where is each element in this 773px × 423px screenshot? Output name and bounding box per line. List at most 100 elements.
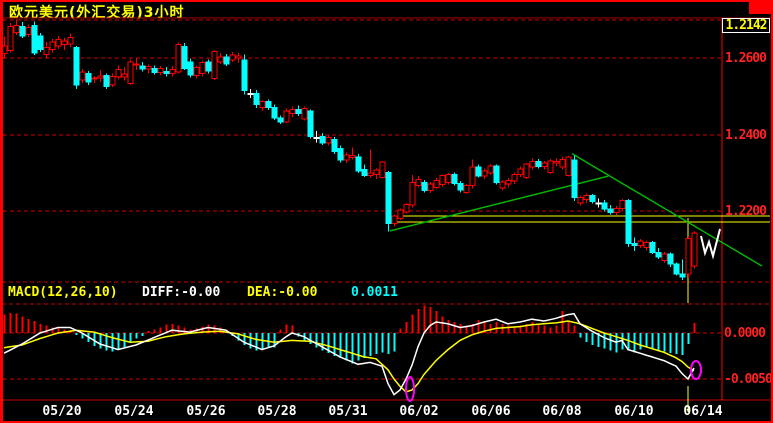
macd-axis-label: 0.0000 (724, 326, 766, 341)
candle-body (31, 25, 38, 54)
candle-body (691, 232, 698, 267)
candle-body (43, 47, 50, 56)
candle-body (553, 160, 560, 164)
candle-body (85, 73, 92, 83)
candle-body (535, 160, 542, 168)
candle-body (487, 165, 494, 174)
candle-body (643, 242, 650, 248)
macd-header: MACD(12,26,10) DIFF:-0.00 DEA:-0.00 0.00… (0, 285, 773, 302)
date-label: 06/08 (542, 404, 582, 419)
date-label: 06/14 (683, 404, 723, 419)
candle-body (289, 108, 296, 115)
candle-body (403, 204, 410, 213)
candle-body (277, 117, 284, 123)
macd-histogram-layer (3, 305, 696, 364)
date-label: 05/26 (186, 404, 226, 419)
candle-body (361, 168, 368, 176)
candle-body (151, 68, 158, 73)
candle-body (631, 243, 638, 246)
candle-body (421, 181, 428, 192)
candle-body (385, 171, 392, 224)
candle-body (409, 181, 416, 206)
candle-body (229, 54, 236, 61)
price-axis-label: 1.2400 (725, 128, 767, 143)
candle-body (481, 170, 488, 177)
candle-body (133, 63, 140, 66)
candle-body (493, 165, 500, 183)
candle-body (19, 26, 26, 37)
macd-bar-value-label: 0.0011 (351, 285, 398, 300)
candle-body (607, 208, 614, 214)
candle-body (619, 200, 626, 209)
candle-body (475, 166, 482, 177)
w-pattern-annotation[interactable] (700, 228, 721, 260)
titlebar-corner-block[interactable] (749, 2, 771, 14)
title-bar: 欧元美元(外汇交易)3小时 (0, 2, 773, 21)
candle-body (565, 156, 572, 177)
candle-body (379, 161, 386, 178)
candle-body (1, 45, 8, 54)
candle-body (91, 77, 98, 80)
candle-body (433, 179, 440, 188)
ellipse-marker[interactable] (690, 360, 702, 380)
date-label: 05/24 (114, 404, 154, 419)
price-axis-label: 1.2600 (725, 51, 767, 66)
candle-body (55, 38, 62, 47)
candle-body (355, 156, 362, 172)
candle-body (463, 184, 470, 194)
candle-body (199, 62, 206, 74)
candle-body (457, 183, 464, 191)
candle-body (169, 69, 176, 74)
candle-body (61, 40, 68, 46)
candle-body (217, 56, 224, 63)
candle-body (595, 202, 602, 205)
candle-body (79, 71, 86, 81)
candle-body (235, 55, 242, 59)
macd-dea-label: DEA:-0.00 (247, 285, 318, 300)
candle-body (175, 44, 182, 73)
candle-body (253, 93, 260, 106)
candle-body (187, 61, 194, 76)
date-label: 06/02 (399, 404, 439, 419)
candle-body (13, 25, 20, 33)
candle-body (241, 59, 248, 92)
ellipse-marker[interactable] (405, 376, 415, 402)
candle-body (247, 93, 254, 96)
candle-body (193, 67, 200, 76)
candle-body (547, 160, 554, 173)
candle-body (367, 172, 374, 177)
candle-body (571, 159, 578, 199)
date-label: 05/31 (328, 404, 368, 419)
candle-body (301, 108, 308, 120)
macd-params-label: MACD(12,26,10) (8, 285, 118, 300)
chart-title: 欧元美元(外汇交易)3小时 (9, 5, 185, 21)
candle-body (145, 65, 152, 70)
candle-body (499, 181, 506, 189)
candle-body (655, 251, 662, 258)
candle-body (667, 253, 674, 265)
date-label: 06/10 (614, 404, 654, 419)
candle-body (391, 215, 398, 224)
candle-body (265, 101, 272, 109)
candle-body (517, 168, 524, 175)
descending-trendline[interactable] (571, 153, 763, 267)
candle-body (637, 240, 644, 246)
candle-body (307, 110, 314, 137)
candle-body (583, 195, 590, 200)
candle-body (103, 75, 110, 87)
candle-body (349, 155, 356, 158)
date-label: 05/28 (257, 404, 297, 419)
candles-layer (1, 19, 698, 280)
candle-body (181, 46, 188, 70)
candle-body (157, 68, 164, 73)
candle-body (319, 135, 326, 144)
candle-body (97, 75, 104, 79)
candle-body (511, 173, 518, 182)
current-price-box: 1.2142 (722, 18, 770, 33)
candle-body (37, 35, 44, 51)
date-label: 06/06 (471, 404, 511, 419)
candle-body (139, 65, 146, 70)
date-label: 05/20 (42, 404, 82, 419)
candle-body (601, 202, 608, 210)
